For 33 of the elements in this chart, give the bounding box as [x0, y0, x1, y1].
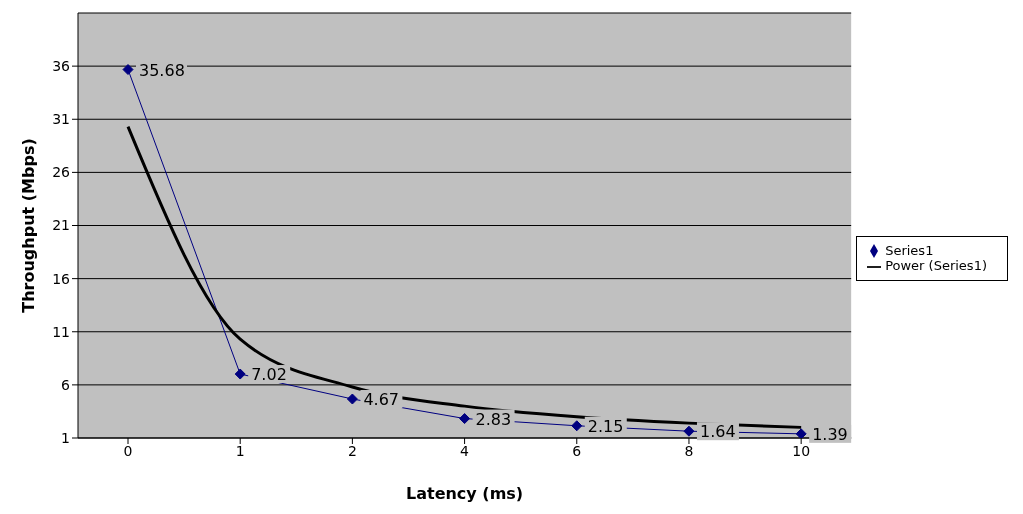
- x-tick-label: 8: [684, 442, 694, 459]
- y-axis-title: Throughput (Mbps): [18, 138, 38, 313]
- x-tick-label: 10: [792, 442, 811, 459]
- data-label: 35.68: [139, 60, 185, 80]
- x-tick-label: 4: [460, 442, 470, 459]
- point: [346, 393, 358, 405]
- x-tick-label: 0: [123, 442, 133, 459]
- data-label: 7.02: [251, 365, 287, 385]
- point: [122, 64, 134, 76]
- point: [571, 420, 583, 432]
- point: [795, 428, 807, 438]
- x-tick-label: 6: [572, 442, 582, 459]
- y-tick-label: 11: [52, 323, 70, 340]
- data-label: 1.39: [812, 424, 848, 444]
- y-tick-label: 26: [52, 164, 71, 181]
- y-tick-label: 21: [52, 217, 70, 234]
- x-tick-label: 1: [235, 442, 245, 459]
- data-label: 1.64: [699, 422, 736, 442]
- legend-label: Series1: [885, 242, 934, 258]
- y-tick-label: 6: [61, 376, 71, 393]
- point: [234, 368, 246, 380]
- y-tick-label: 16: [52, 270, 71, 287]
- data-label: 4.67: [363, 390, 400, 410]
- y-tick-label: 1: [61, 429, 70, 446]
- data-label: 2.83: [475, 409, 512, 429]
- legend-label: Power (Series1): [885, 258, 987, 273]
- y-tick-label: 31: [52, 111, 70, 128]
- data-label: 2.15: [587, 416, 624, 436]
- x-tick-label: 2: [347, 442, 357, 459]
- point: [459, 413, 471, 425]
- x-axis-title: Latency (ms): [405, 484, 524, 504]
- point: [683, 425, 695, 437]
- y-tick-label: 36: [52, 58, 71, 75]
